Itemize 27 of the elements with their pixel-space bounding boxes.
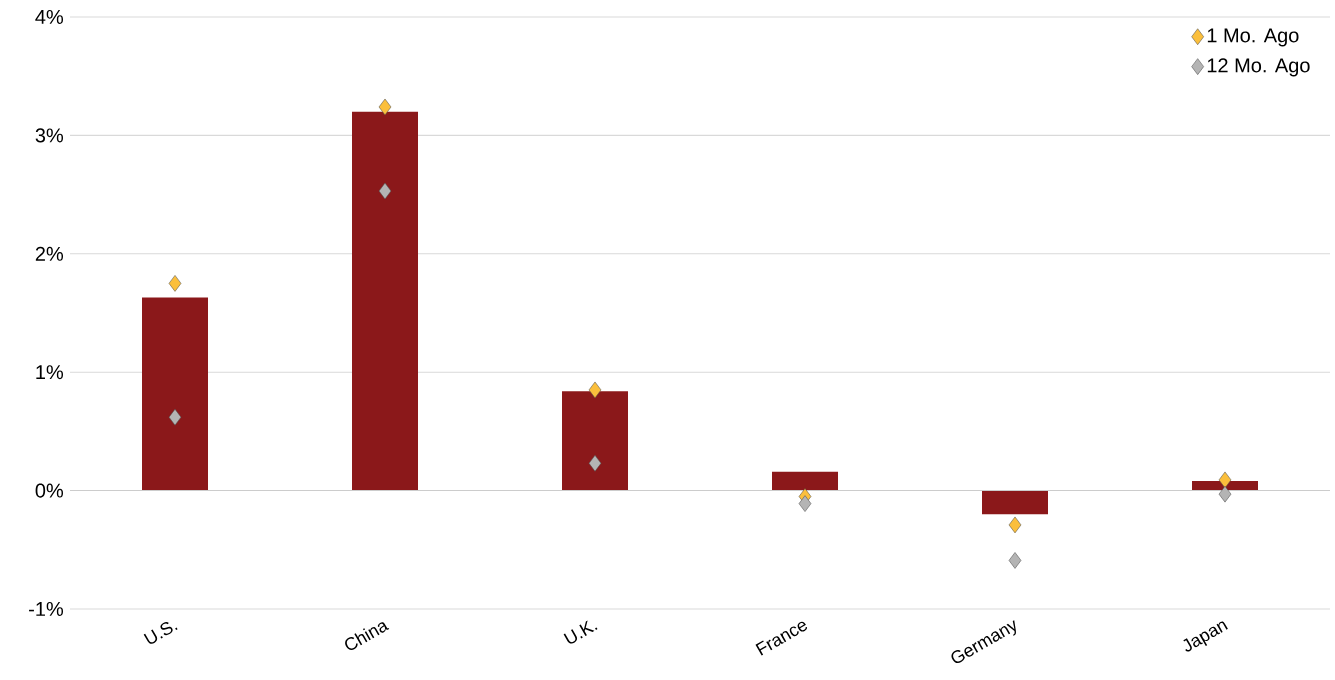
legend-label: 12 Mo. Ago: [1207, 58, 1310, 77]
x-tick-label: U.K.: [563, 620, 598, 644]
legend-label: 1 Mo. Ago: [1207, 28, 1299, 47]
point: [378, 98, 392, 116]
bar: [772, 471, 839, 491]
x-tick-label: China: [345, 622, 390, 650]
bar: [982, 490, 1048, 515]
y-tick-label: -1%: [29, 602, 64, 616]
y-tick-label: 4%: [35, 10, 64, 24]
point: [588, 455, 602, 472]
y-tick-label: 1%: [36, 365, 64, 380]
bar: [562, 391, 629, 491]
bar: [142, 297, 209, 491]
point: [1008, 516, 1022, 534]
point: [1218, 471, 1232, 489]
y-tick-label: 3%: [35, 128, 64, 143]
x-tick-label: U.S.: [143, 621, 178, 644]
point: [798, 495, 812, 512]
y-tick-label: 0%: [35, 483, 64, 498]
point: [168, 275, 182, 292]
bar: [352, 111, 419, 491]
point: [1218, 485, 1232, 503]
point: [378, 182, 392, 200]
point: [168, 408, 182, 426]
y-tick-label: 2%: [35, 246, 64, 261]
point: [588, 381, 602, 399]
point: [1008, 552, 1022, 569]
